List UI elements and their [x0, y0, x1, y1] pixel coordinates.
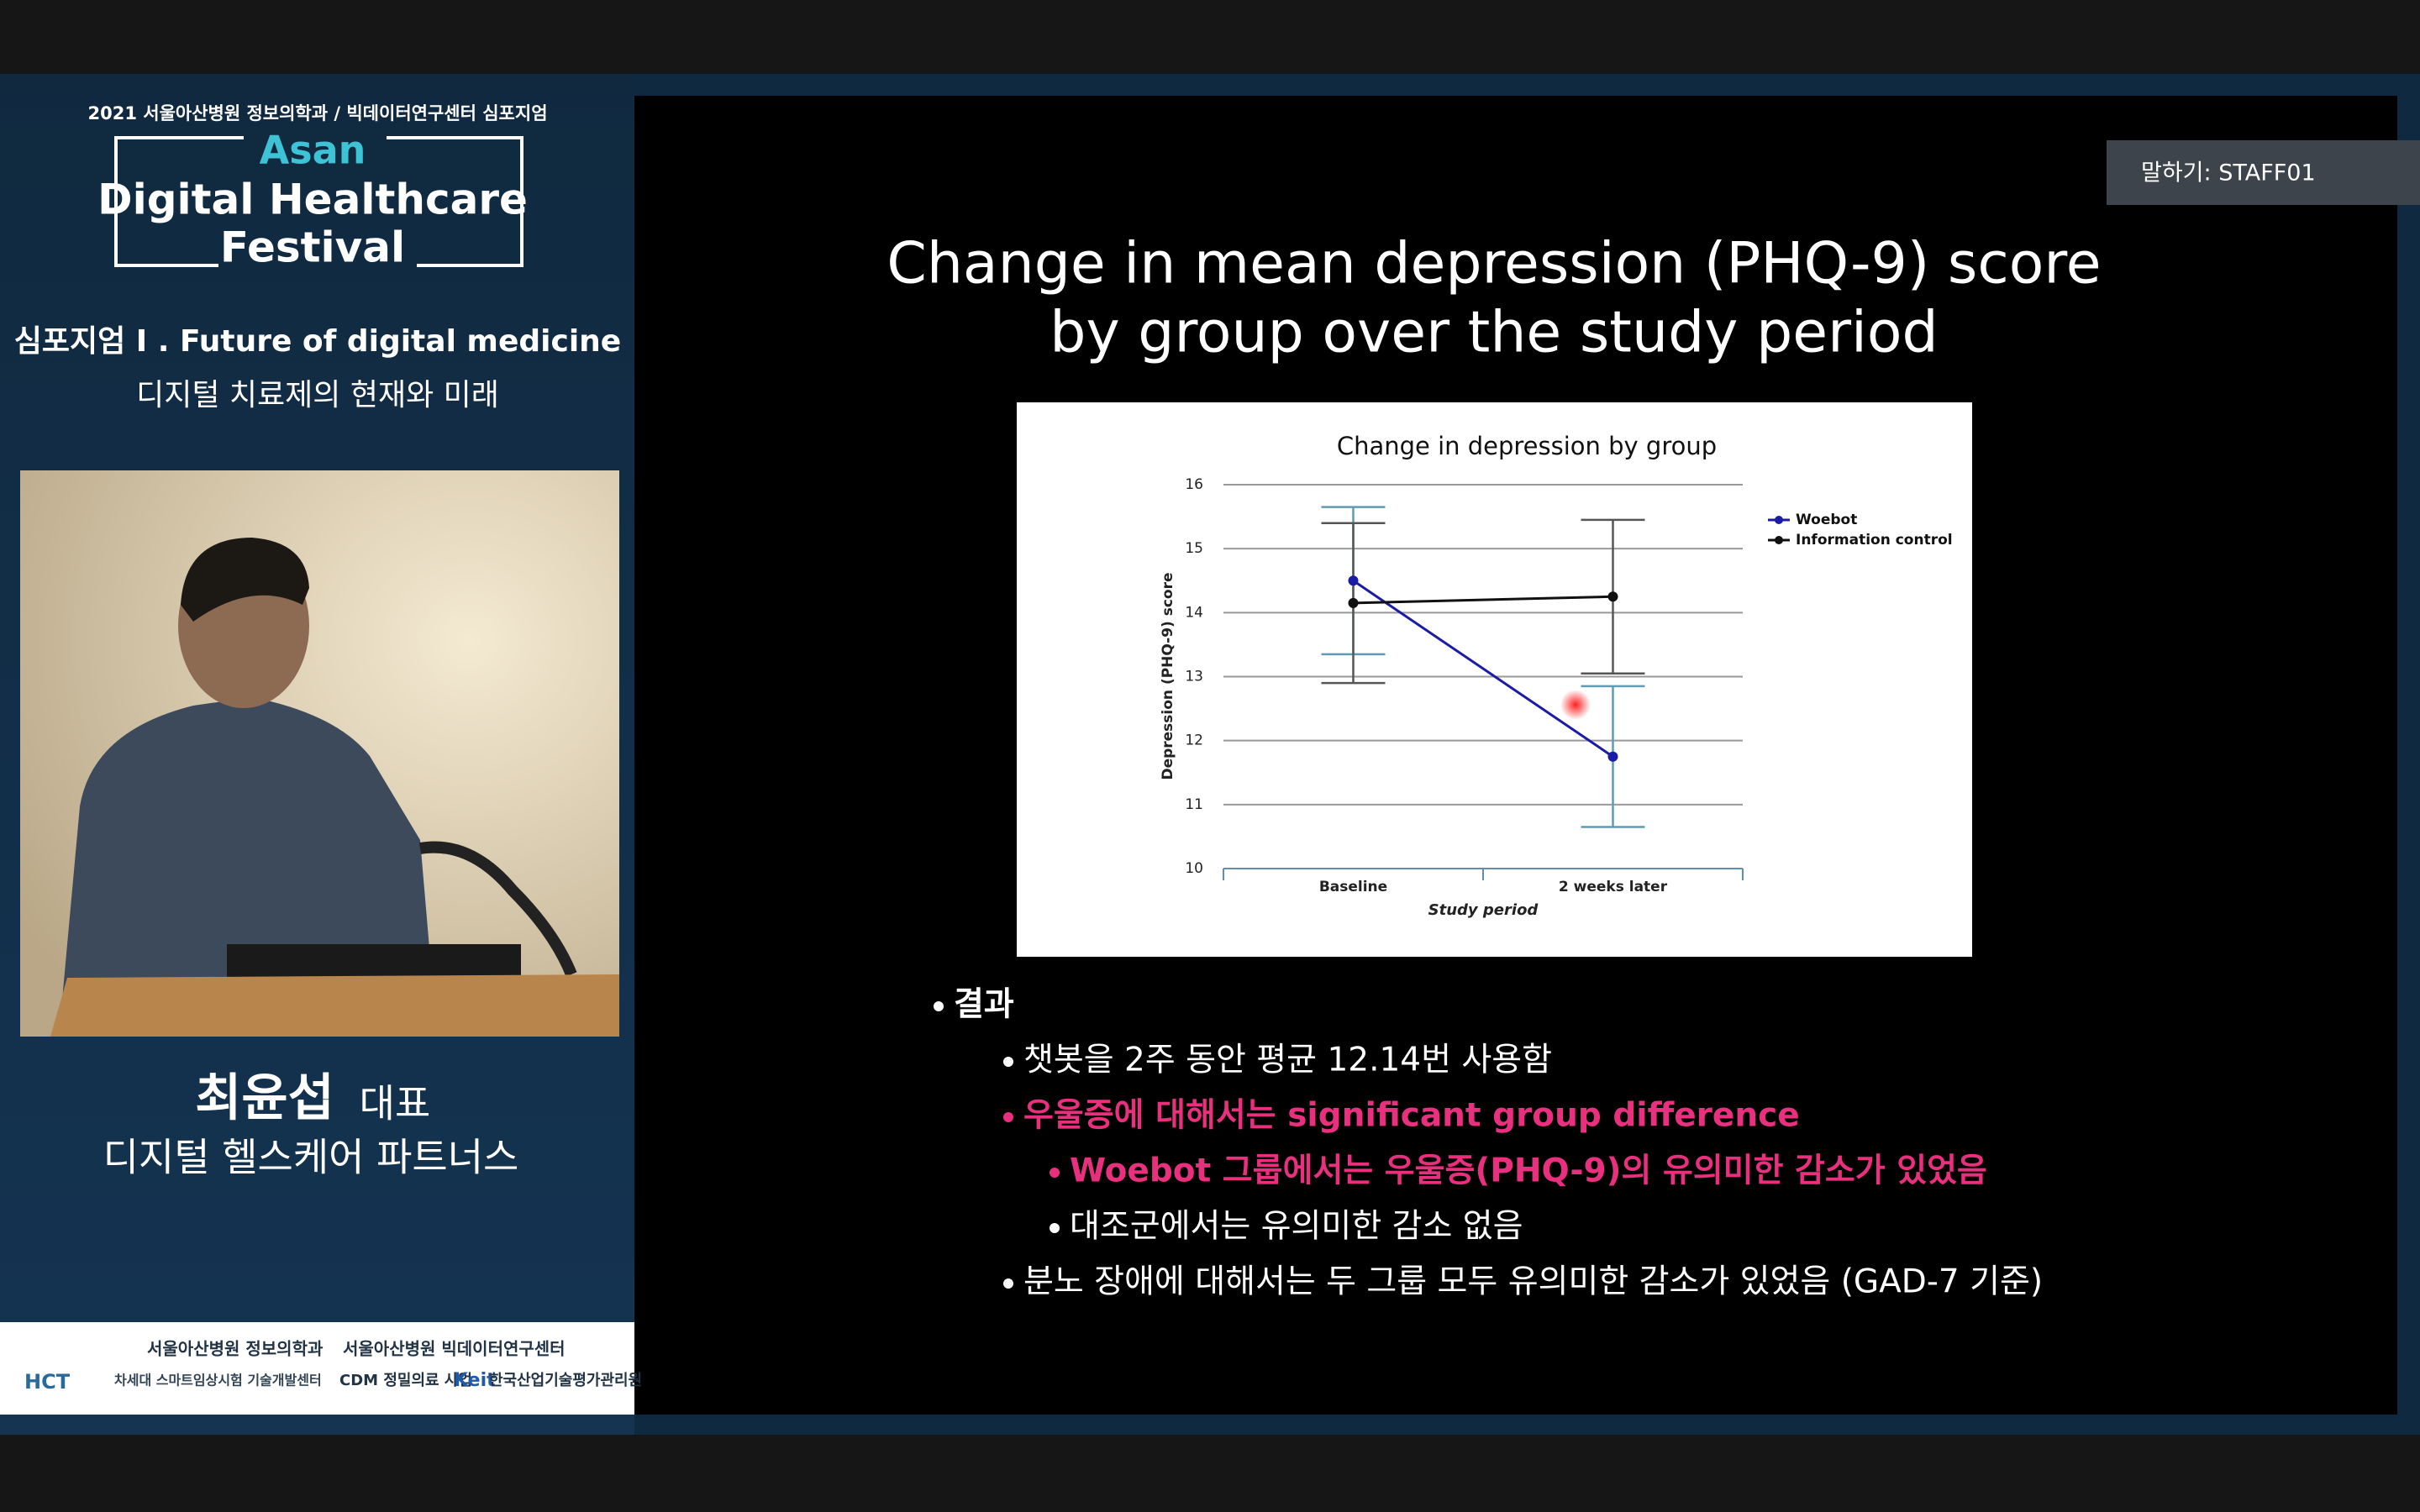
logo-title: Digital Healthcare: [97, 176, 528, 224]
slide-title: by group over the study period: [1050, 300, 1938, 366]
event-header: 2021 서울아산병원 정보의학과 / 빅데이터연구센터 심포지엄: [87, 103, 547, 123]
data-point: [1607, 751, 1618, 762]
bullet-dot: [1003, 1278, 1013, 1289]
y-tick-label: 12: [1185, 732, 1203, 749]
legend-marker: [1775, 536, 1783, 544]
laser-pointer: [1560, 690, 1591, 720]
sponsor: CDM 정밀의료 사업: [339, 1372, 472, 1389]
speaker-video: [20, 470, 619, 1037]
legend-marker: [1775, 516, 1783, 524]
y-tick-label: 16: [1185, 476, 1203, 493]
y-tick-label: 14: [1185, 604, 1203, 621]
y-tick-label: 15: [1185, 540, 1203, 557]
bullet-text: 분노 장애에 대해서는 두 그룹 모두 유의미한 감소가 있었음 (GAD-7 …: [1023, 1263, 2043, 1301]
bullet-text: 우울증에 대해서는 significant group difference: [1023, 1097, 1800, 1135]
bullet-dot: [1050, 1168, 1060, 1178]
series-line: [1352, 580, 1614, 758]
sponsor: Keit: [454, 1370, 496, 1391]
y-tick-label: 11: [1185, 796, 1203, 813]
sponsor: 서울아산병원 정보의학과: [147, 1339, 324, 1359]
speaker-role: 대표: [360, 1081, 431, 1126]
chart-frame: [1017, 402, 1972, 957]
bullet-dot: [1003, 1112, 1013, 1122]
data-point: [1348, 597, 1359, 608]
x-axis-label: Study period: [1428, 901, 1539, 919]
bullet-dot: [1050, 1223, 1060, 1233]
laptop: [227, 944, 521, 978]
microphone: [418, 841, 577, 977]
x-tick-label: 2 weeks later: [1559, 879, 1668, 895]
chart-title: Change in depression by group: [1337, 432, 1717, 460]
sponsor: HCT: [24, 1370, 71, 1394]
speaker-affiliation: 디지털 헬스케어 파트너스: [103, 1135, 519, 1180]
session-topic: 디지털 치료제의 현재와 미래: [136, 378, 499, 412]
speaker-name: 최윤섭: [195, 1069, 334, 1128]
podium: [50, 974, 619, 1037]
session: 심포지엄 I . Future of digital medicine: [14, 324, 621, 359]
sponsor: 차세대 스마트임상시험 기술개발센터: [114, 1373, 322, 1389]
speaking-badge: [2107, 140, 2420, 205]
chart: Change in depression by group 10 11 12 13 14 1…: [1160, 432, 1953, 919]
data-point: [1607, 591, 1618, 602]
legend-label: Woebot: [1796, 512, 1857, 528]
sponsor: 한국산업기술평가관리원: [489, 1372, 642, 1389]
sponsor: 서울아산병원 빅데이터연구센터: [343, 1339, 566, 1359]
bullet-text: 결과: [954, 986, 1014, 1024]
bullet-text: 챗봇을 2주 동안 평균 12.14번 사용함: [1023, 1042, 1552, 1079]
logo-frame: [114, 136, 523, 267]
series-line: [1353, 595, 1613, 605]
bullet-dot: [1003, 1057, 1013, 1067]
speaking-label: 말하기: STAFF01: [2141, 160, 2316, 186]
data-point: [1348, 575, 1359, 586]
bullet-text: Woebot 그룹에서는 우울증(PHQ-9)의 유의미한 감소가 있었음: [1070, 1152, 1987, 1190]
sponsor-bar: [0, 1322, 634, 1415]
bullet-text: 대조군에서는 유의미한 감소 없음: [1070, 1208, 1523, 1246]
y-tick-label: 10: [1185, 860, 1203, 877]
legend-label: Information control: [1796, 532, 1953, 549]
speaker-hair: [181, 538, 309, 622]
bullet-dot: [934, 1001, 944, 1011]
y-tick-label: 13: [1185, 669, 1203, 685]
y-axis-label: Depression (PHQ-9) score: [1160, 572, 1176, 780]
logo-subtitle: Festival: [220, 223, 405, 272]
slide-title: Change in mean depression (PHQ-9) score: [886, 231, 2101, 297]
x-tick-label: Baseline: [1319, 879, 1387, 895]
logo-asan: Asan: [260, 128, 366, 173]
